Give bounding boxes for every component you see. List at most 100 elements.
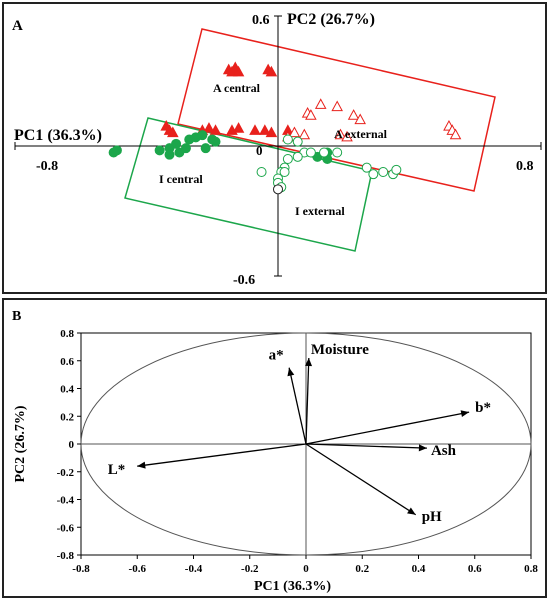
point-a-external	[305, 109, 317, 120]
point-i-central	[197, 130, 208, 141]
annotation-a-external: A external	[334, 127, 388, 141]
point-a-central	[232, 65, 245, 77]
point-a-external	[298, 128, 311, 140]
loading-label-a: a*	[269, 348, 284, 364]
point-i-external	[332, 147, 343, 158]
a-group-box	[177, 28, 496, 192]
point-i-external	[282, 154, 293, 164]
point-i-central	[200, 143, 211, 154]
loading-label-l: L*	[108, 462, 126, 478]
point-a-external	[314, 98, 327, 109]
point-i-central	[154, 145, 165, 156]
point-i-external	[256, 167, 267, 177]
loading-arrowhead-b	[460, 410, 470, 418]
point-i-external	[378, 167, 389, 177]
loading-arrowhead-a	[287, 367, 295, 377]
panel-b-xtick-label: 0	[303, 563, 309, 575]
point-i-external	[273, 184, 283, 195]
annotation-i-external: I external	[295, 204, 345, 218]
point-a-central	[259, 124, 271, 135]
point-i-external	[282, 134, 293, 145]
panel-b-ytick-label: 0.8	[60, 328, 74, 340]
point-i-central	[111, 145, 122, 156]
annotation-a-central: A central	[213, 81, 261, 95]
point-i-external	[279, 167, 290, 177]
point-a-central	[209, 124, 222, 135]
point-i-external	[368, 169, 379, 180]
point-i-external	[305, 147, 316, 158]
point-a-external	[331, 100, 343, 112]
point-a-central	[203, 122, 215, 133]
panel-a-axes	[14, 15, 542, 277]
loading-vector-l	[137, 443, 307, 467]
point-a-central	[265, 65, 278, 77]
panel-b-ytick-label: -0.2	[57, 467, 75, 479]
loading-arrowhead-ash	[418, 444, 427, 452]
panel-b-xtick-label: 0.2	[355, 563, 369, 575]
panel-b-label: B	[12, 309, 21, 324]
point-a-central	[232, 122, 245, 133]
point-a-external	[354, 113, 366, 125]
point-i-external	[319, 147, 330, 158]
loading-label-ash: Ash	[431, 443, 457, 459]
panel-a-ytick-max: 0.6	[252, 13, 270, 28]
point-i-central	[174, 147, 185, 158]
panel-a-ytick-min: -0.6	[233, 273, 255, 288]
panel-b-ytick-label: -0.8	[57, 550, 75, 562]
loading-vector-a	[288, 367, 307, 445]
panel-b-ytick-label: 0.6	[60, 356, 74, 368]
loading-vector-ash	[305, 443, 427, 449]
loading-vector-ph	[305, 443, 417, 516]
panel-a-origin-label: 0	[256, 143, 263, 158]
point-a-central	[167, 126, 179, 138]
panel-a-ylabel: PC2 (26.7%)	[287, 11, 375, 28]
panel-b-xtick-label: -0.6	[129, 563, 147, 575]
loading-vector-moisture	[305, 357, 310, 445]
point-i-external	[292, 151, 303, 162]
panel-b-xtick-label: 0.8	[524, 563, 538, 575]
point-i-external	[361, 162, 372, 173]
panel-b-xlabel: PC1 (36.3%)	[254, 579, 331, 594]
panel-a-xtick-min: -0.8	[36, 159, 58, 174]
point-a-external	[341, 130, 353, 142]
panel-b-ytick-label: -0.6	[57, 522, 75, 534]
point-a-external	[449, 128, 462, 140]
panel-b-ytick-label: 0	[69, 439, 75, 451]
panel-b-xtick-label: -0.4	[185, 563, 203, 575]
point-a-external	[347, 109, 360, 120]
panel-b-ytick-label: -0.4	[57, 495, 75, 507]
point-a-external	[334, 128, 347, 140]
panel-b-loadings: Moisture a* b* Ash L* pH	[108, 342, 491, 525]
panel-a-xtick-max: 0.8	[516, 159, 534, 174]
point-i-central	[210, 136, 221, 147]
panel-b-xtick-label: 0.6	[468, 563, 482, 575]
panel-b-ylabel-group: PC2 (26.7%)	[13, 405, 28, 482]
point-a-central	[265, 126, 278, 138]
panel-a-label: A	[12, 18, 23, 34]
loading-arrowhead-l	[137, 461, 146, 469]
loading-label-b: b*	[475, 400, 491, 416]
panel-b-ytick-label: 0.4	[60, 384, 74, 396]
point-i-central	[164, 149, 175, 160]
panel-b-xtick-label: -0.2	[241, 563, 259, 575]
panel-b: B -0.8 -0.6 -0.4 -0.2 0 0.2 0.4 0.6 0.8-0.8-0.6-…	[2, 298, 547, 598]
loading-vector-b	[305, 411, 470, 445]
point-i-central	[171, 138, 182, 149]
point-a-external	[288, 126, 301, 138]
panel-b-ytick-label: 0.2	[60, 411, 74, 423]
panel-a-xlabel: PC1 (36.3%)	[14, 127, 102, 144]
panel-b-ticks: -0.8 -0.6 -0.4 -0.2 0 0.2 0.4 0.6 0.8 -0.8 -0.6 -0.…	[57, 328, 539, 575]
loading-label-ph: pH	[422, 509, 442, 525]
loading-arrowhead-ph	[407, 507, 416, 515]
panel-b-xtick-label: 0.4	[412, 563, 426, 575]
loading-label-moisture: Moisture	[311, 342, 369, 358]
panel-b-xtick-label: -0.8	[72, 563, 90, 575]
panel-b-ylabel: PC2 (26.7%)	[13, 405, 28, 482]
panel-a-points	[108, 61, 462, 195]
point-i-external	[292, 136, 303, 147]
point-i-external	[391, 164, 402, 175]
loading-arrowhead-moisture	[305, 357, 313, 367]
panel-a: A -0.8 0.8 0.6 -0.6 0 PC1 (36.3%) PC2 (2…	[2, 2, 547, 294]
point-a-central	[249, 124, 261, 135]
